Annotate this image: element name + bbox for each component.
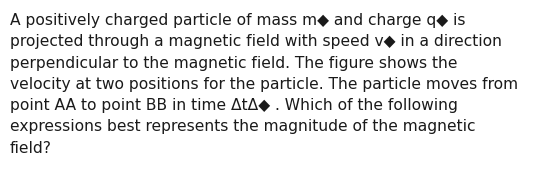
- Text: A positively charged particle of mass m◆ and charge q◆ is
projected through a ma: A positively charged particle of mass m◆…: [10, 13, 518, 156]
